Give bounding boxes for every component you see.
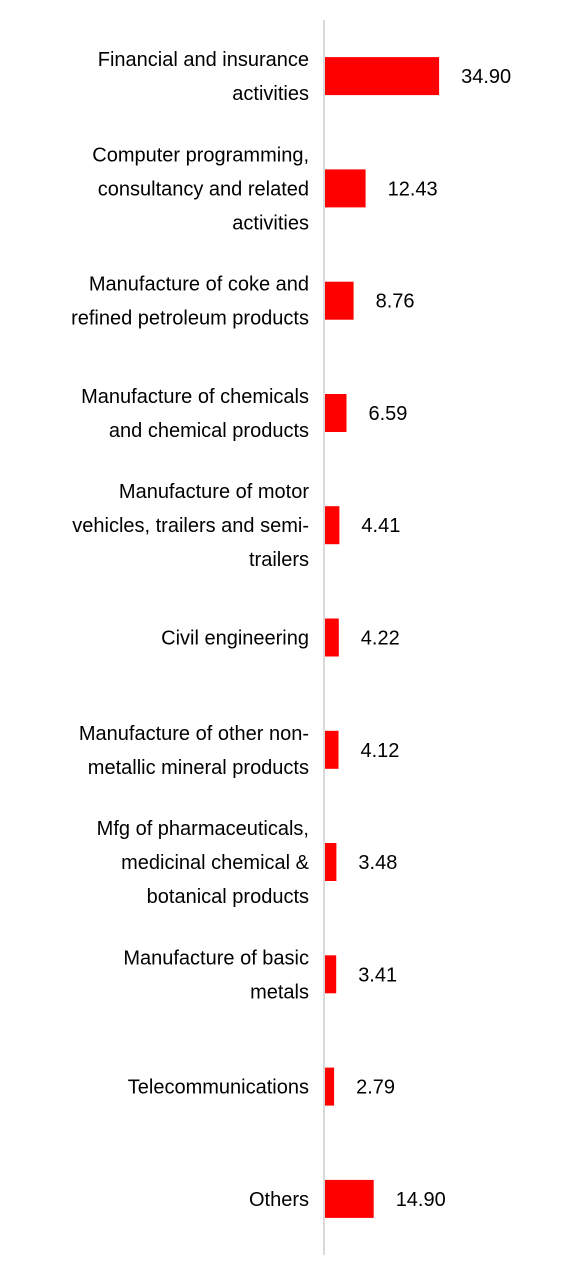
value-label-10: 14.90 [396, 1189, 446, 1211]
category-label-4: Manufacture of motor vehicles, trailers a… [72, 481, 309, 571]
value-label-2: 8.76 [376, 291, 415, 313]
category-label-7-line-2: botanical products [147, 886, 309, 908]
category-label-5: Civil engineering [161, 628, 309, 650]
category-label-4-line-2: trailers [249, 549, 309, 571]
value-labels-group: 34.90 12.43 8.76 6.59 4.41 4.22 4.12 3.48 3.41 2.… [356, 66, 511, 1211]
value-label-7: 3.48 [358, 852, 397, 874]
category-label-8-line-1: metals [250, 981, 309, 1003]
category-label-9-line-0: Telecommunications [128, 1077, 309, 1099]
category-label-4-line-0: Manufacture of motor [119, 481, 309, 503]
bar-9 [325, 1067, 335, 1106]
category-label-0-line-1: activities [232, 83, 309, 105]
value-label-3: 6.59 [369, 403, 408, 425]
value-label-9: 2.79 [356, 1077, 395, 1099]
category-label-4-line-1: vehicles, trailers and semi- [72, 515, 309, 537]
bar-8 [325, 955, 337, 994]
category-label-2-line-1: refined petroleum products [71, 308, 309, 330]
category-label-2-line-0: Manufacture of coke and [89, 274, 309, 296]
category-label-6-line-1: metallic mineral products [88, 757, 309, 779]
bar-2 [325, 281, 354, 320]
bar-3 [325, 394, 347, 432]
category-label-9: Telecommunications [128, 1077, 309, 1099]
bar-0 [325, 57, 440, 96]
bars-group [325, 57, 440, 1218]
category-label-7: Mfg of pharmaceuticals, medicinal chemica… [97, 818, 310, 908]
bar-6 [325, 730, 339, 769]
bar-10 [325, 1179, 374, 1218]
category-label-3-line-1: and chemical products [109, 420, 309, 442]
bar-1 [325, 169, 366, 208]
category-label-8-line-0: Manufacture of basic [123, 947, 309, 969]
category-label-2: Manufacture of coke and refined petroleum… [71, 274, 309, 330]
value-label-1: 12.43 [388, 178, 438, 200]
category-label-7-line-0: Mfg of pharmaceuticals, [97, 818, 309, 840]
bar-7 [325, 843, 337, 881]
category-label-0-line-0: Financial and insurance [98, 49, 309, 71]
bar-5 [325, 618, 339, 657]
category-label-1: Computer programming, consultancy and rel… [92, 144, 309, 234]
category-label-10: Others [249, 1189, 309, 1211]
category-label-0: Financial and insurance activities [98, 49, 309, 105]
category-label-1-line-2: activities [232, 212, 309, 234]
category-label-7-line-1: medicinal chemical & [121, 852, 310, 874]
category-label-6-line-0: Manufacture of other non- [79, 723, 309, 745]
value-label-8: 3.41 [358, 964, 397, 986]
value-label-6: 4.12 [361, 740, 400, 762]
value-label-0: 34.90 [461, 66, 511, 88]
bar-4 [325, 506, 340, 545]
value-label-4: 4.41 [361, 515, 400, 537]
category-label-3-line-0: Manufacture of chemicals [81, 386, 309, 408]
category-label-5-line-0: Civil engineering [161, 628, 309, 650]
category-label-8: Manufacture of basic metals [123, 947, 309, 1003]
category-label-1-line-1: consultancy and related [98, 178, 309, 200]
value-label-5: 4.22 [361, 628, 400, 650]
category-label-1-line-0: Computer programming, [92, 144, 309, 166]
category-label-10-line-0: Others [249, 1189, 309, 1211]
category-label-6: Manufacture of other non-metallic minera… [79, 723, 309, 779]
category-labels-group: Financial and insurance activitiesCompute… [71, 49, 310, 1211]
category-label-3: Manufacture of chemicals and chemical pro… [81, 386, 309, 442]
